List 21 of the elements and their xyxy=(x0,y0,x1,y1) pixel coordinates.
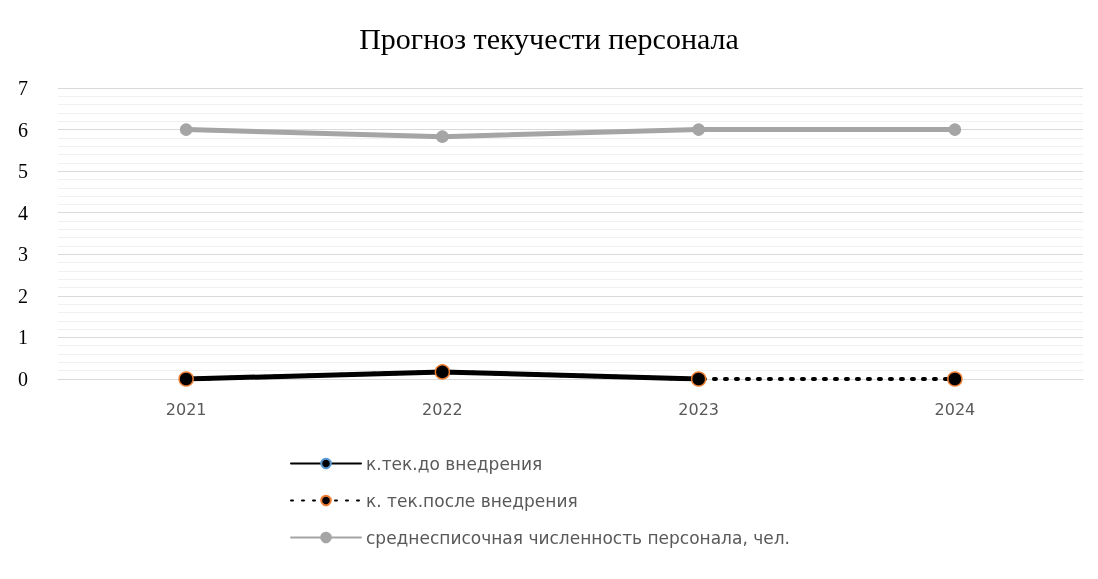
x-tick-label: 2023 xyxy=(678,399,719,419)
y-tick-label: 2 xyxy=(18,284,28,307)
legend-label: к.тек.до внедрения xyxy=(366,453,543,474)
y-tick-label: 6 xyxy=(18,118,28,141)
y-tick-label: 5 xyxy=(18,160,28,183)
point xyxy=(947,371,963,387)
y-tick-label: 7 xyxy=(18,77,28,99)
legend-label: к. тек.после внедрения xyxy=(366,490,578,511)
x-tick-label: 2024 xyxy=(934,399,976,419)
x-tick-label: 2021 xyxy=(165,399,207,419)
legend-label: среднесписочная численность персонала, чел. xyxy=(366,527,790,548)
chart-title: Прогноз текучести персонала xyxy=(359,21,739,55)
y-tick-label: 1 xyxy=(18,326,28,349)
point xyxy=(948,123,962,136)
y-tick-label: 4 xyxy=(18,201,28,224)
y-tick-label: 3 xyxy=(18,243,28,266)
point xyxy=(692,123,705,136)
y-tick-label: 0 xyxy=(18,368,28,390)
x-tick-label: 2022 xyxy=(422,399,463,419)
point xyxy=(436,130,449,143)
point xyxy=(179,123,193,136)
